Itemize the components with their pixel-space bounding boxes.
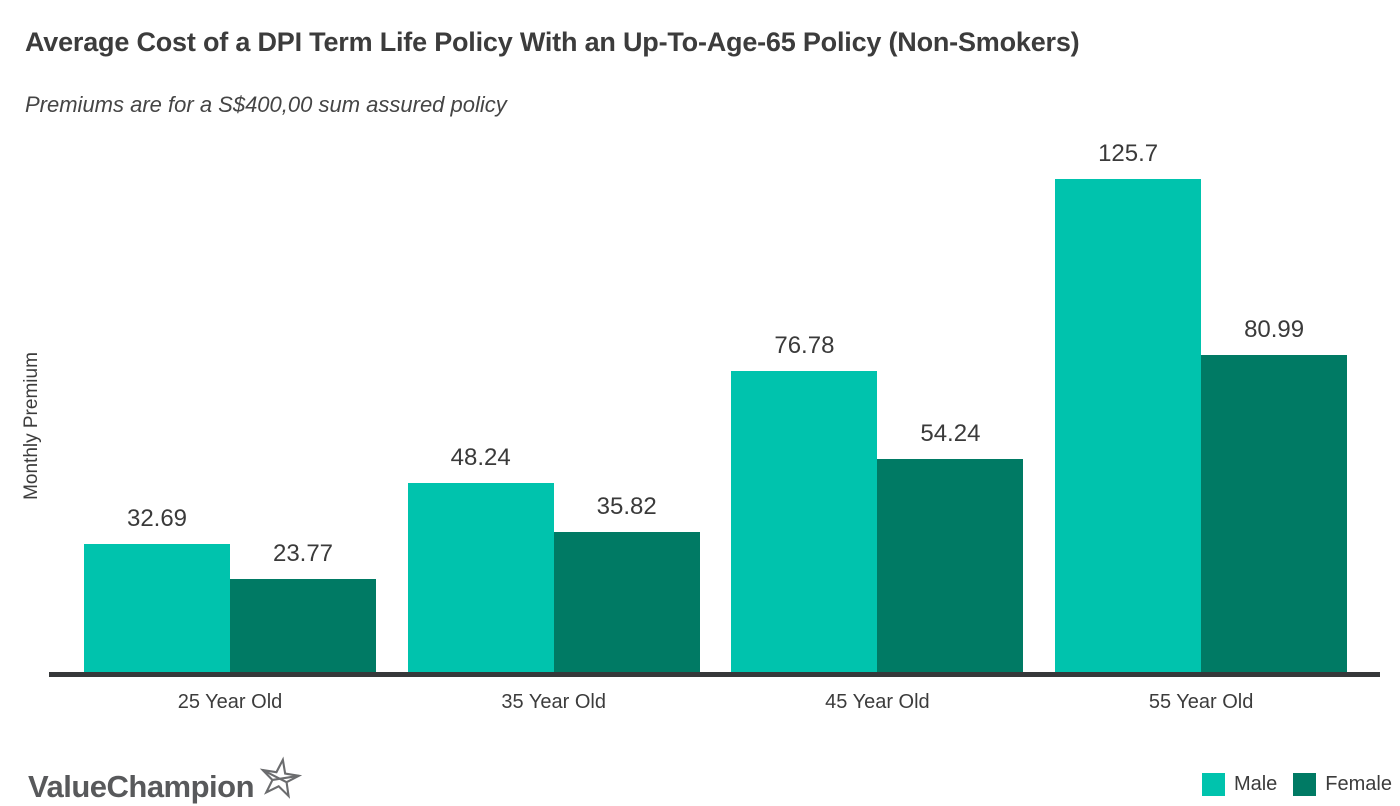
legend-label-male: Male [1233,773,1278,795]
bar-male-35-year-old [407,483,554,672]
value-label-male-35-year-old: 48.24 [450,444,511,471]
x-axis-label-25-year-old: 25 Year Old [177,691,283,713]
value-label-female-25-year-old: 23.77 [272,540,334,567]
x-axis-label-45-year-old: 45 Year Old [825,691,930,713]
logo-text: ValueChampion [28,769,255,804]
bar-female-55-year-old [1201,355,1348,672]
chart-subtitle: Premiums are for a S$400,00 sum assured … [25,92,507,117]
value-label-male-45-year-old: 76.78 [774,332,835,359]
bar-male-25-year-old [84,544,230,672]
legend-label-female: Female [1325,773,1392,795]
chart-title: Average Cost of a DPI Term Life Policy W… [25,27,1080,57]
legend-item-female: Female [1293,773,1392,796]
bar-female-35-year-old [553,532,700,672]
bar-female-25-year-old [230,579,376,672]
value-label-male-55-year-old: 125.7 [1098,140,1159,167]
value-label-female-35-year-old: 35.82 [596,493,657,520]
star-outline-icon [256,755,304,804]
x-axis-line [49,672,1380,677]
value-label-male-25-year-old: 32.69 [126,505,188,532]
value-label-female-55-year-old: 80.99 [1244,316,1305,343]
valuechampion-logo: ValueChampion [28,755,304,806]
x-axis-label-55-year-old: 55 Year Old [1148,691,1254,713]
bar-male-45-year-old [731,371,878,672]
bar-female-45-year-old [877,459,1024,672]
value-label-female-45-year-old: 54.24 [920,420,981,447]
legend-item-male: Male [1201,773,1278,796]
male-series-swatch [1201,773,1225,796]
bar-male-55-year-old [1055,179,1202,672]
chart-legend: Male Female [1201,773,1392,796]
x-axis-label-35-year-old: 35 Year Old [501,691,606,713]
female-series-swatch [1293,773,1317,796]
